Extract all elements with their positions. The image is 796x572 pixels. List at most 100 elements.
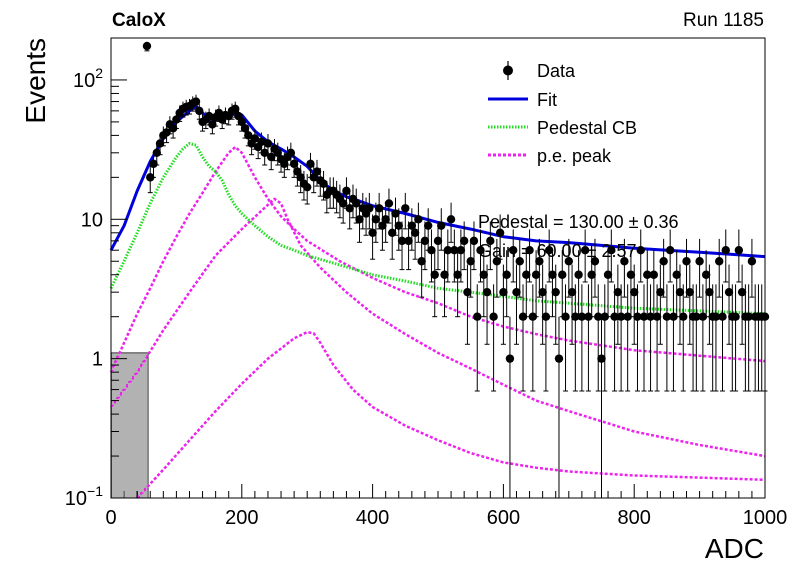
data-point	[231, 104, 240, 114]
y-tick-label: 1	[92, 349, 103, 371]
data-point	[204, 111, 214, 121]
data-point	[306, 159, 315, 169]
data-point	[649, 270, 659, 279]
data-point	[257, 137, 266, 146]
data-point	[594, 312, 603, 321]
data-point	[541, 312, 551, 321]
data-point	[237, 117, 246, 127]
data-point	[623, 312, 632, 321]
stat-box: Pedestal = 130.00 ± 0.36 Gain = 60.00 ± …	[478, 212, 679, 261]
data-point	[423, 221, 433, 230]
data-point	[417, 257, 426, 266]
y-tick-base: 10	[73, 70, 95, 92]
data-point	[342, 186, 351, 196]
x-tick-label: 600	[487, 507, 520, 529]
data-point	[456, 246, 466, 255]
data-point	[280, 159, 289, 169]
data-point	[551, 287, 560, 297]
data-point	[571, 312, 580, 321]
data-point	[548, 270, 557, 279]
data-point	[535, 257, 544, 266]
data-point	[338, 199, 348, 208]
data-point	[437, 221, 446, 230]
data-point	[679, 312, 688, 321]
data-point	[345, 204, 354, 213]
legend-label-fit: Fit	[537, 90, 557, 110]
data-point	[643, 270, 652, 279]
data-point	[453, 270, 462, 279]
y-tick-exponent: 2	[95, 65, 103, 81]
legend-entry-data: Data	[503, 61, 576, 81]
data-point	[296, 173, 305, 182]
data-point	[433, 236, 443, 246]
y-tick-label: 10−1	[65, 483, 103, 510]
data-point	[567, 287, 577, 297]
data-point	[701, 270, 711, 279]
data-point	[675, 287, 685, 297]
data-point	[162, 128, 171, 137]
legend-entry-fit: Fit	[488, 90, 557, 110]
data-point	[495, 228, 505, 238]
data-point	[404, 236, 413, 246]
stat-gain: Gain = 60.00 ± 2.57	[478, 241, 637, 261]
legend-data-marker	[503, 65, 513, 76]
data-point	[378, 221, 387, 230]
data-point	[303, 182, 312, 192]
x-tick-label: 0	[105, 507, 116, 529]
legend-entry-pe: p.e. peak	[488, 146, 612, 166]
y-tick-exponent: −1	[87, 483, 103, 499]
data-point	[486, 236, 495, 246]
data-point	[715, 257, 724, 266]
stat-pedestal: Pedestal = 130.00 ± 0.36	[478, 212, 679, 232]
data-point	[466, 257, 475, 266]
pe-peak-2-curve	[110, 197, 766, 458]
data-point	[479, 270, 488, 279]
data-point	[142, 41, 152, 51]
data-point	[250, 134, 260, 143]
data-point	[355, 215, 364, 224]
data-point	[440, 270, 449, 279]
data-point	[374, 204, 384, 213]
data-point	[747, 257, 757, 266]
data-point	[384, 199, 394, 208]
pedestal-cb-curve	[109, 142, 766, 316]
data-point	[734, 246, 744, 255]
x-tick-label: 200	[225, 507, 258, 529]
y-tick-label: 102	[73, 65, 103, 92]
legend-label-pedestal: Pedestal CB	[537, 118, 637, 138]
data-point	[665, 246, 675, 255]
data-point	[603, 270, 613, 279]
x-axis-title: ADC	[705, 533, 764, 564]
data-point	[600, 312, 609, 321]
data-point	[420, 236, 430, 246]
data-point	[610, 312, 619, 321]
data-point	[577, 312, 587, 321]
data-point	[718, 312, 727, 321]
data-point	[401, 204, 410, 213]
data-point	[531, 270, 541, 279]
data-point	[607, 246, 616, 255]
data-point	[518, 312, 528, 321]
data-point	[544, 246, 554, 255]
data-point	[263, 139, 273, 148]
data-point	[459, 236, 469, 246]
data-point	[584, 312, 593, 321]
data-point	[662, 312, 672, 321]
data-point	[630, 287, 639, 297]
y-tick-base: 10	[65, 488, 87, 510]
data-point	[505, 354, 515, 363]
data-point	[705, 287, 714, 297]
data-point	[489, 312, 498, 321]
data-point	[195, 106, 204, 116]
data-point	[244, 131, 253, 140]
data-point	[214, 108, 224, 118]
legend: Data Fit Pedestal CB p.e. peak	[488, 61, 637, 166]
data-point	[639, 312, 649, 321]
data-point	[512, 287, 521, 297]
data-point	[698, 312, 708, 321]
data-point	[446, 215, 456, 224]
data-point	[692, 312, 701, 321]
data-point	[554, 354, 564, 363]
